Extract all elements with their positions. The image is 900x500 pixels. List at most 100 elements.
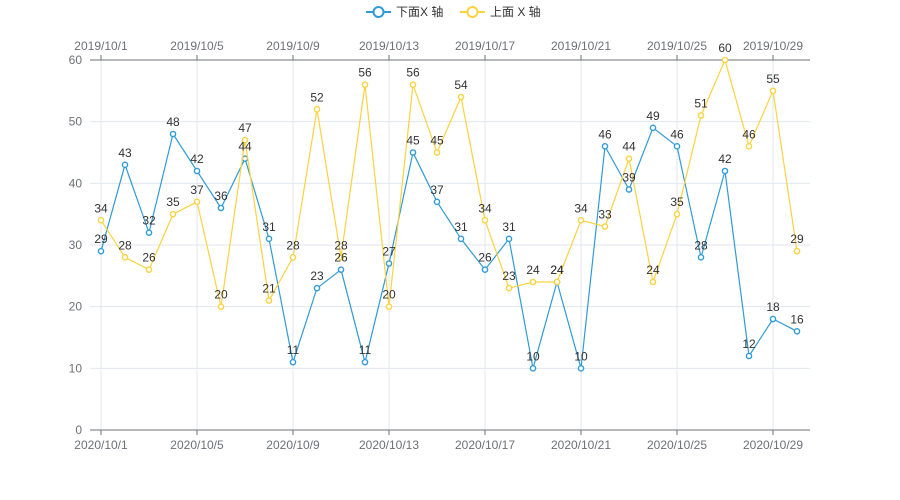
data-label: 34 xyxy=(94,201,108,215)
data-point[interactable] xyxy=(529,365,537,372)
data-point[interactable] xyxy=(577,217,585,224)
data-label: 26 xyxy=(478,251,492,265)
data-point[interactable] xyxy=(169,130,177,138)
top-x-tick-label: 2019/10/1 xyxy=(74,39,128,53)
data-point[interactable] xyxy=(409,81,417,88)
data-point[interactable] xyxy=(289,254,297,261)
top-x-tick-label: 2019/10/29 xyxy=(743,39,803,53)
data-point[interactable] xyxy=(169,210,177,218)
data-point[interactable] xyxy=(241,136,249,144)
data-point[interactable] xyxy=(505,284,513,292)
data-point[interactable] xyxy=(697,112,705,119)
data-point[interactable] xyxy=(457,93,465,101)
data-point[interactable] xyxy=(745,143,753,150)
data-point[interactable] xyxy=(385,303,393,310)
data-label: 26 xyxy=(142,251,156,265)
data-point[interactable] xyxy=(193,198,201,206)
data-point[interactable] xyxy=(481,217,489,224)
data-point[interactable] xyxy=(217,303,225,310)
series-layer xyxy=(97,56,801,372)
legend-item-1[interactable]: 下面X 轴 xyxy=(366,4,443,19)
data-point[interactable] xyxy=(361,81,369,88)
data-point[interactable] xyxy=(121,161,129,169)
data-point[interactable] xyxy=(337,254,345,261)
data-label: 11 xyxy=(287,343,300,357)
data-point[interactable] xyxy=(289,358,297,366)
data-label: 28 xyxy=(334,238,348,252)
data-point[interactable] xyxy=(385,260,393,267)
data-point[interactable] xyxy=(529,278,537,286)
y-tick-label: 20 xyxy=(69,300,83,314)
data-label: 32 xyxy=(142,214,156,228)
data-point[interactable] xyxy=(433,198,441,206)
data-point[interactable] xyxy=(673,143,681,150)
data-point[interactable] xyxy=(121,254,129,261)
top-x-tick-label: 2019/10/21 xyxy=(551,39,611,53)
y-tick-label: 50 xyxy=(69,115,83,129)
bottom-x-tick-label: 2020/10/21 xyxy=(551,438,611,452)
data-point[interactable] xyxy=(97,217,105,224)
data-label: 29 xyxy=(94,232,108,246)
data-point[interactable] xyxy=(457,235,465,243)
data-point[interactable] xyxy=(313,284,321,292)
bottom-x-tick-label: 2020/10/29 xyxy=(743,438,803,452)
data-point[interactable] xyxy=(721,56,729,64)
data-label: 20 xyxy=(214,288,228,302)
top-x-tick-label: 2019/10/25 xyxy=(647,39,707,53)
bottom-x-tick-label: 2020/10/1 xyxy=(74,438,128,452)
data-point[interactable] xyxy=(265,297,273,304)
bottom-x-tick-label: 2020/10/17 xyxy=(455,438,515,452)
data-point[interactable] xyxy=(577,365,585,372)
data-point[interactable] xyxy=(265,235,273,243)
data-point[interactable] xyxy=(481,266,489,273)
data-label: 27 xyxy=(382,245,396,259)
y-tick-label: 40 xyxy=(69,176,83,190)
legend-item-2[interactable]: 上面 X 轴 xyxy=(460,4,541,19)
data-point[interactable] xyxy=(601,143,609,150)
legend-label: 上面 X 轴 xyxy=(490,4,541,19)
data-label: 44 xyxy=(238,140,252,154)
data-point[interactable] xyxy=(361,358,369,366)
data-label: 35 xyxy=(670,195,684,209)
data-label: 23 xyxy=(502,269,516,283)
data-label: 24 xyxy=(550,263,564,277)
data-point[interactable] xyxy=(745,352,753,360)
bottom-x-tick-label: 2020/10/13 xyxy=(359,438,419,452)
data-label: 60 xyxy=(718,41,732,55)
axes: 0 10 20 30 40 50 60 2020/10/1 2019/10/1 2020/10/5… xyxy=(69,39,810,452)
data-point[interactable] xyxy=(793,247,801,255)
data-label: 42 xyxy=(718,152,732,166)
data-point[interactable] xyxy=(337,266,345,273)
data-point[interactable] xyxy=(145,229,153,236)
data-point[interactable] xyxy=(193,167,201,175)
data-point[interactable] xyxy=(553,278,561,286)
series-line-2 xyxy=(100,58,798,307)
data-point[interactable] xyxy=(409,149,417,156)
top-x-tick-label: 2019/10/5 xyxy=(170,39,224,53)
data-point[interactable] xyxy=(697,254,705,261)
data-point[interactable] xyxy=(721,167,729,175)
data-label: 18 xyxy=(766,300,780,314)
y-tick-label: 60 xyxy=(69,53,83,67)
data-point[interactable] xyxy=(433,149,441,156)
data-label: 54 xyxy=(454,78,468,92)
data-point[interactable] xyxy=(793,328,801,335)
data-point[interactable] xyxy=(625,186,633,193)
data-point[interactable] xyxy=(625,155,633,162)
series-line-1 xyxy=(100,126,798,369)
data-point[interactable] xyxy=(649,124,657,132)
data-point[interactable] xyxy=(649,278,657,286)
data-point[interactable] xyxy=(313,106,321,113)
data-point[interactable] xyxy=(505,235,513,243)
legend[interactable]: 下面X 轴 上面 X 轴 xyxy=(366,4,541,19)
data-point[interactable] xyxy=(769,315,777,323)
data-point[interactable] xyxy=(97,247,105,255)
data-label: 35 xyxy=(166,195,180,209)
data-point[interactable] xyxy=(145,266,153,273)
data-point[interactable] xyxy=(769,87,777,95)
top-x-tick-label: 2019/10/9 xyxy=(266,39,320,53)
data-point[interactable] xyxy=(673,210,681,218)
data-point[interactable] xyxy=(217,204,225,212)
data-point[interactable] xyxy=(601,223,609,230)
